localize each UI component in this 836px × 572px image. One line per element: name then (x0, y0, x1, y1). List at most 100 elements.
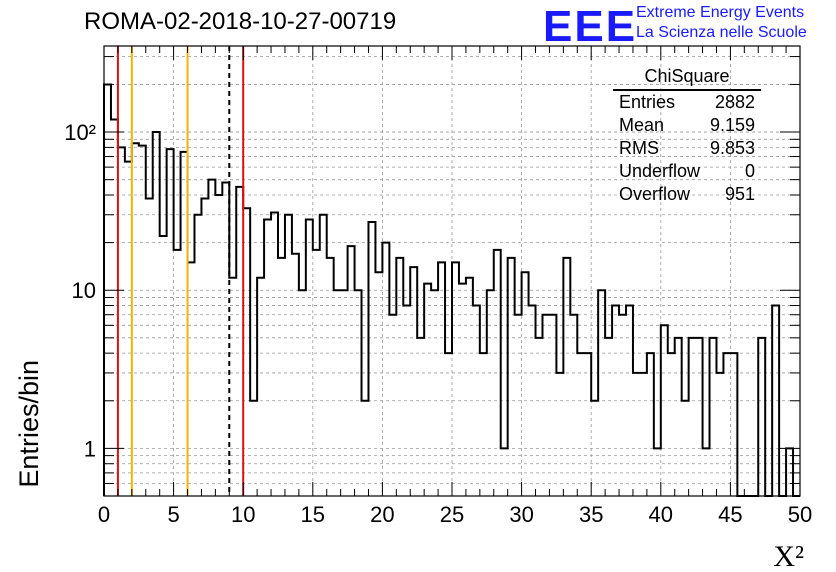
histogram-bin (348, 246, 355, 496)
histogram-bin (403, 306, 410, 496)
histogram-bin (222, 182, 229, 496)
marker-lines (116, 46, 245, 496)
histogram-bin (368, 222, 375, 496)
histogram-bin (633, 373, 640, 496)
histogram-bin (549, 315, 556, 496)
stats-value: 2882 (714, 92, 755, 112)
histogram-bin (612, 306, 619, 496)
x-tick-label: 40 (649, 502, 673, 527)
x-tick-label: 45 (718, 502, 742, 527)
histogram-bin (215, 195, 222, 496)
histogram-bin (689, 338, 696, 496)
histogram-bin (675, 338, 682, 496)
histogram-bin (654, 448, 661, 496)
histogram-bin (536, 338, 543, 496)
histogram-bin (647, 353, 654, 496)
histogram-bin (716, 373, 723, 496)
histogram-bin (584, 353, 591, 496)
histogram-bin (480, 353, 487, 496)
stats-value: 9.853 (709, 138, 755, 158)
histogram-bin (626, 306, 633, 496)
histogram-bin (111, 120, 118, 496)
stats-row-mean: Mean 9.159 (613, 114, 761, 137)
histogram-bin (278, 258, 285, 496)
histogram-bin (668, 353, 675, 496)
stats-row-rms: RMS 9.853 (613, 137, 761, 160)
histogram-bin (320, 215, 327, 496)
histogram-bin (417, 338, 424, 496)
logo-line-2: La Scienza nelle Scuole (636, 24, 807, 41)
y-tick-labels: 1 10 10² (64, 120, 96, 461)
histogram-bin (438, 262, 445, 496)
eee-logo: EEE (543, 2, 638, 51)
histogram-bin (375, 272, 382, 496)
histogram-bin (313, 250, 320, 496)
histogram-bin (250, 401, 257, 496)
axis-ticks (103, 46, 801, 497)
histogram-bin (605, 338, 612, 496)
stats-value: 9.159 (709, 115, 755, 135)
stats-box: ChiSquare Entries 2882 Mean 9.159 RMS 9.853… (613, 66, 777, 206)
histogram-bars (103, 83, 800, 497)
histogram-bin (285, 215, 292, 496)
histogram-bin (723, 353, 730, 496)
histogram-bin (487, 290, 494, 496)
histogram-bin (355, 290, 362, 496)
histogram-bin (243, 208, 250, 496)
histogram-bin (194, 215, 201, 496)
histogram-bin (772, 306, 779, 496)
x-tick-labels: 0 5 10 15 20 25 30 35 40 45 50 (98, 502, 812, 527)
histogram-bin (181, 152, 188, 496)
histogram-outline (103, 83, 800, 497)
histogram-bin (306, 219, 313, 496)
histogram-bin (257, 278, 264, 496)
stats-row-underflow: Underflow 0 (613, 160, 761, 183)
y-tick-label: 10² (64, 120, 96, 145)
histogram-bin (396, 258, 403, 496)
histogram-bin (292, 254, 299, 496)
histogram-bin (236, 187, 243, 496)
histogram-bin (410, 267, 417, 496)
histogram-bin (146, 199, 153, 496)
stats-value: 951 (724, 184, 755, 204)
histogram-bin (229, 278, 236, 496)
x-tick-label: 50 (788, 502, 812, 527)
stats-label: Underflow (619, 161, 701, 181)
histogram-bin (556, 373, 563, 496)
histogram-bin (598, 290, 605, 496)
histogram-bin (730, 353, 737, 496)
histogram-bin (710, 338, 717, 496)
histogram-bin (515, 315, 522, 496)
histogram-bin (139, 146, 146, 496)
y-tick-label: 10 (72, 278, 96, 303)
y-tick-label: 1 (84, 436, 96, 461)
histogram-bin (542, 315, 549, 496)
histogram-bin (619, 315, 626, 496)
histogram-bin (125, 162, 132, 496)
histogram-bin (570, 315, 577, 496)
stats-label: Mean (619, 115, 665, 135)
stats-label: Overflow (619, 184, 691, 204)
stats-row-entries: Entries 2882 (613, 91, 761, 114)
histogram-bin (501, 448, 508, 496)
histogram-bin (473, 306, 480, 496)
histogram-bin (459, 284, 466, 496)
logo-line-1: Extreme Energy Events (636, 4, 805, 21)
histogram-bin (529, 306, 536, 496)
histogram-bin (167, 149, 174, 496)
histogram-bin (382, 243, 389, 496)
histogram-bin (271, 213, 278, 496)
x-axis-label: X² (773, 540, 804, 572)
histogram-bin (327, 258, 334, 496)
x-tick-label: 0 (98, 502, 110, 527)
histogram-bin (188, 262, 195, 496)
histogram-bin (341, 290, 348, 496)
histogram-bin (153, 132, 160, 496)
histogram-bin (563, 258, 570, 496)
y-axis-label: Entries/bin (14, 360, 44, 488)
histogram-bin (661, 325, 668, 496)
histogram-bin (640, 373, 647, 496)
histogram-bin (466, 278, 473, 496)
histogram-bin (160, 236, 167, 496)
